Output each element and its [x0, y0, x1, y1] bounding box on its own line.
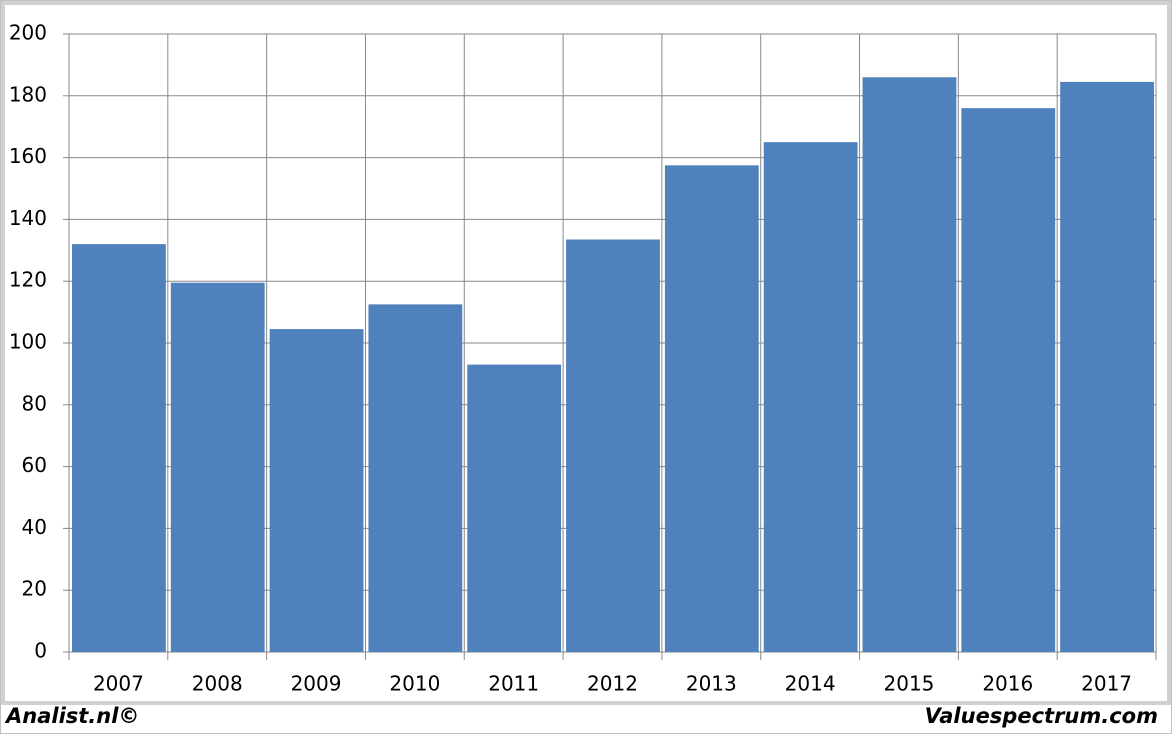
y-tick-label: 0 — [34, 639, 47, 663]
y-tick-label: 140 — [9, 206, 47, 230]
y-tick-label: 120 — [9, 268, 47, 292]
x-tick-label: 2008 — [192, 672, 243, 696]
x-tick-label: 2014 — [785, 672, 836, 696]
x-tick-label: 2010 — [389, 672, 440, 696]
y-tick-label: 20 — [22, 577, 47, 601]
bar — [961, 108, 1056, 652]
x-tick-label: 2015 — [884, 672, 935, 696]
bar — [170, 282, 265, 652]
y-tick-label: 180 — [9, 82, 47, 106]
x-tick-label: 2013 — [686, 672, 737, 696]
x-tick-label: 2017 — [1081, 672, 1132, 696]
x-tick-label: 2016 — [982, 672, 1033, 696]
bar — [1060, 81, 1154, 652]
source-left: Analist.nl© — [4, 704, 139, 728]
y-tick-label: 40 — [22, 515, 47, 539]
bar — [566, 239, 660, 653]
y-tick-label: 160 — [9, 144, 47, 168]
bar — [368, 304, 463, 652]
y-tick-label: 60 — [22, 453, 47, 477]
x-tick-label: 2011 — [488, 672, 539, 696]
bar — [467, 364, 562, 652]
source-right: Valuespectrum.com — [925, 704, 1158, 728]
y-tick-label: 80 — [22, 391, 47, 415]
y-tick-label: 100 — [9, 330, 47, 354]
bar — [269, 329, 364, 652]
bar — [862, 77, 957, 652]
y-tick-label: 200 — [9, 21, 47, 45]
x-tick-label: 2007 — [93, 672, 144, 696]
bar — [72, 244, 166, 652]
bar — [664, 165, 759, 652]
bar — [763, 142, 858, 652]
x-tick-label: 2012 — [587, 672, 638, 696]
x-tick-label: 2009 — [291, 672, 342, 696]
